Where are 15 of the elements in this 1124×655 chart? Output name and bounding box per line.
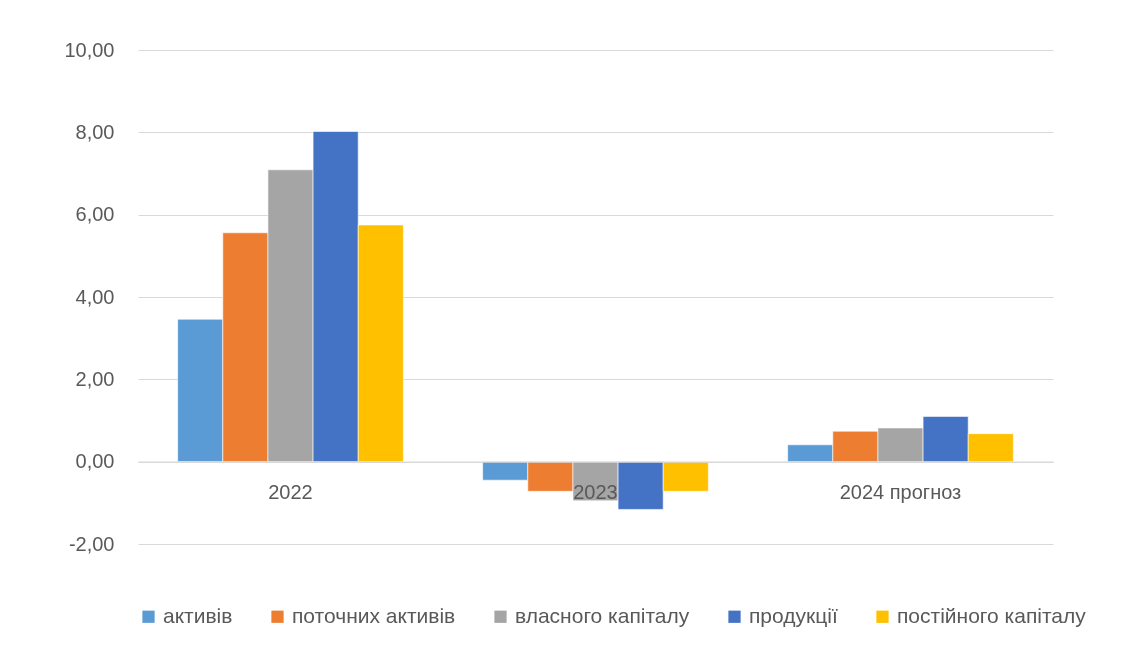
legend-label: постійного капіталу xyxy=(897,603,1087,627)
y-tick-label: 2,00 xyxy=(75,367,115,390)
x-tick-label: 2023 xyxy=(573,481,618,504)
legend-label: активів xyxy=(163,603,233,627)
legend-label: поточних активів xyxy=(292,603,456,627)
y-tick-label: 6,00 xyxy=(75,203,115,226)
legend-label: власного капіталу xyxy=(515,603,690,627)
y-tick-label: 4,00 xyxy=(75,285,115,308)
x-tick-label: 2024 прогноз xyxy=(839,481,962,504)
y-tick-label: 0,00 xyxy=(75,450,115,473)
y-tick-label: -2,00 xyxy=(68,532,115,555)
legend-label: продукції xyxy=(749,603,838,627)
y-tick-label: 10,00 xyxy=(64,38,115,61)
y-tick-label: 8,00 xyxy=(75,120,115,143)
x-tick-label: 2022 xyxy=(268,481,313,504)
